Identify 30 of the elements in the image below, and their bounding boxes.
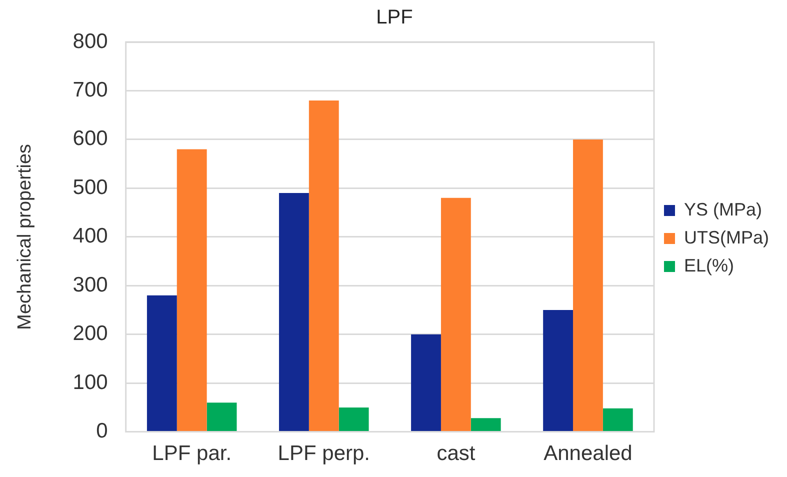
- legend-label: EL(%): [684, 255, 734, 276]
- bar: [573, 139, 603, 432]
- x-tick-label: LPF perp.: [278, 442, 370, 466]
- bar: [470, 418, 501, 432]
- y-tick-label: 0: [96, 420, 108, 443]
- y-tick-label: 700: [72, 78, 108, 102]
- y-tick-label: 600: [72, 127, 108, 150]
- bar: [146, 295, 177, 432]
- chart-title: LPF: [376, 6, 413, 29]
- y-tick-label: 100: [72, 370, 108, 394]
- bar: [176, 149, 207, 432]
- x-tick-label: Annealed: [544, 442, 632, 466]
- bar: [440, 198, 471, 432]
- bar: [308, 100, 339, 432]
- bar: [338, 407, 369, 432]
- x-tick-label: LPF par.: [152, 442, 232, 466]
- bar: [543, 310, 574, 432]
- y-tick-label: 500: [72, 176, 108, 199]
- legend-label: YS (MPa): [684, 199, 762, 220]
- y-tick-label: 400: [72, 224, 108, 248]
- bar: [411, 334, 441, 432]
- bar: [279, 193, 309, 432]
- legend-label: UTS(MPa): [684, 227, 769, 248]
- y-tick-label: 200: [72, 322, 108, 346]
- y-tick-label: 300: [72, 273, 108, 296]
- y-axis-title: Mechanical properties: [14, 144, 36, 330]
- y-tick-label: 800: [72, 30, 108, 53]
- x-tick-label: cast: [436, 442, 476, 466]
- bar: [602, 408, 633, 432]
- bar: [206, 402, 237, 432]
